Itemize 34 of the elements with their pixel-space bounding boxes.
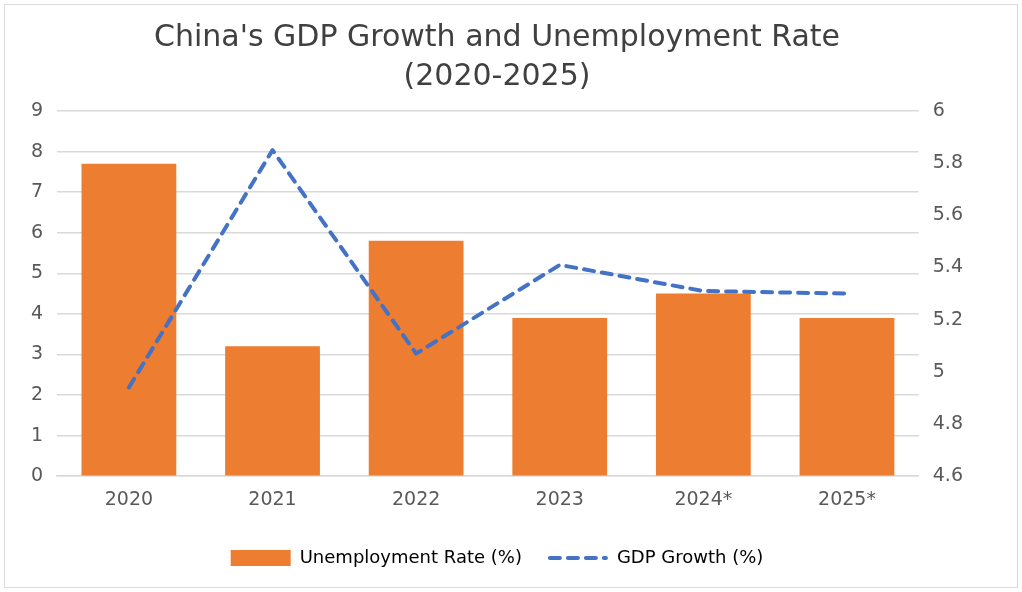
y2-tick-label: 5.4	[932, 254, 963, 277]
y2-tick-label: 4.6	[932, 463, 963, 486]
y-tick-label: 4	[30, 300, 44, 323]
legend-label: GDP Growth (%)	[616, 545, 764, 567]
y-tick-label: 6	[30, 219, 44, 242]
bar	[799, 317, 895, 476]
line-series	[126, 148, 849, 390]
y-tick-label: 3	[30, 341, 44, 364]
x-tick-label: 2020	[104, 486, 154, 509]
bar	[225, 346, 320, 476]
y-tick-label: 1	[30, 422, 44, 445]
y-tick-label: 8	[30, 138, 44, 161]
y-tick-label: 9	[30, 97, 44, 120]
x-tick-label: 2021	[248, 486, 297, 509]
y2-tick-label: 5	[932, 358, 945, 381]
chart-title: China's GDP Growth and Unemployment Rate (2020-2025)	[153, 18, 841, 93]
bar	[512, 317, 608, 476]
y2-tick-label: 6	[932, 97, 945, 120]
y2-tick-label: 5.2	[932, 306, 963, 329]
y2-tick-label: 4.8	[932, 410, 963, 433]
x-tick-label: 2023	[535, 486, 584, 509]
x-tick-label: 2024*	[674, 486, 733, 509]
x-tick-label: 2022	[391, 486, 441, 509]
bar	[368, 240, 464, 476]
legend-label: Unemployment Rate (%)	[299, 545, 522, 567]
y-tick-label: 0	[30, 463, 44, 486]
y-tick-label: 5	[30, 260, 44, 283]
y-tick-label: 7	[30, 179, 44, 202]
x-tick-label: 2025*	[818, 486, 876, 509]
y2-tick-label: 5.8	[932, 150, 963, 173]
bar	[655, 293, 751, 476]
y2-tick-label: 5.6	[932, 202, 963, 225]
bar	[81, 163, 177, 476]
y-tick-label: 2	[30, 381, 44, 404]
